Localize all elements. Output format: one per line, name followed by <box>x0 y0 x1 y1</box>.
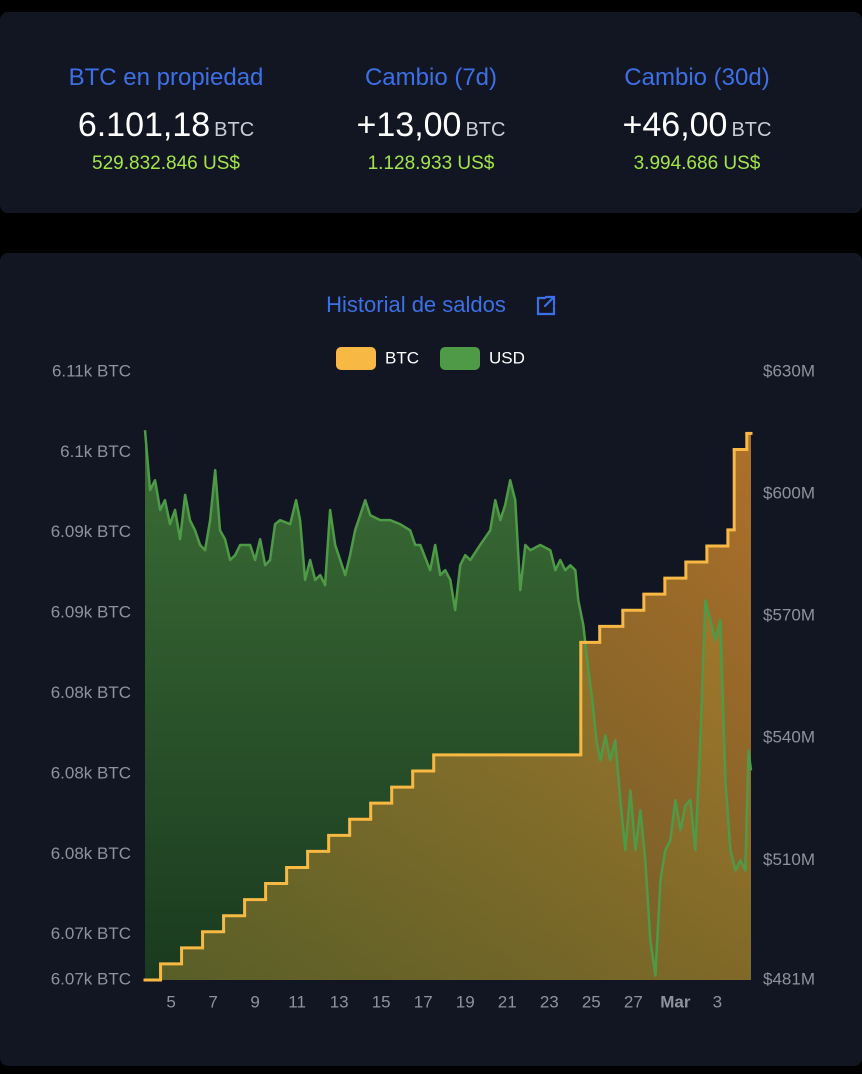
stat-unit: BTC <box>214 119 255 141</box>
legend-label: BTC <box>385 348 419 367</box>
stat-value: 6.101,18 BTC <box>21 106 311 145</box>
summary-card: BTC en propiedad 6.101,18 BTC 529.832.846… <box>0 12 862 213</box>
y2-tick-label: $510M <box>763 850 815 869</box>
stat-usd: 1.128.933 US$ <box>367 153 495 174</box>
x-tick-label: 3 <box>713 992 722 1011</box>
stat-label: Cambio (30d) <box>624 64 770 91</box>
stat-value: +46,00 BTC <box>552 106 842 145</box>
stat-number: 6.101,18 <box>77 106 211 144</box>
y2-tick-label: $570M <box>763 606 815 625</box>
usd-line <box>143 430 753 977</box>
y-tick-label: 6.07k BTC <box>51 924 131 943</box>
stat-usd: 529.832.846 US$ <box>92 153 240 174</box>
x-tick-label: 19 <box>456 992 475 1011</box>
legend-label: USD <box>489 348 525 367</box>
lines <box>143 430 753 982</box>
y2-tick-label: $540M <box>763 728 815 747</box>
y-tick-label: 6.08k BTC <box>51 763 131 782</box>
stat-unit: BTC <box>465 119 506 141</box>
x-tick-label: 27 <box>624 992 643 1011</box>
x-tick-label: 25 <box>582 992 601 1011</box>
y-tick-label: 6.11k BTC <box>52 361 131 380</box>
x-tick-label: 7 <box>208 992 217 1011</box>
x-tick-label: 11 <box>288 992 306 1011</box>
y-tick-label: 6.08k BTC <box>51 844 131 863</box>
x-tick-label: 5 <box>166 992 175 1011</box>
stat: BTC en propiedad 6.101,18 BTC 529.832.846… <box>21 64 311 175</box>
x-tick-label: 13 <box>330 992 349 1011</box>
stat-number: +46,00 <box>622 106 728 144</box>
btc-area <box>145 433 751 980</box>
legend-swatch <box>440 347 480 370</box>
x-tick-label: 21 <box>498 992 517 1011</box>
y2-tick-label: $630M <box>763 361 815 380</box>
areas <box>145 430 751 980</box>
stat-label: Cambio (7d) <box>364 64 498 91</box>
stat: Cambio (30d) +46,00 BTC 3.994.686 US$ <box>552 64 842 175</box>
chart-title[interactable]: Historial de saldos <box>326 292 506 317</box>
legend-swatch <box>336 347 376 370</box>
external-link-icon[interactable] <box>536 295 556 316</box>
stat-usd: 3.994.686 US$ <box>633 153 761 174</box>
stat: Cambio (7d) +13,00 BTC 1.128.933 US$ <box>286 64 576 175</box>
stat-unit: BTC <box>731 119 772 141</box>
stat-value: +13,00 BTC <box>286 106 576 145</box>
x-tick-label: 23 <box>540 992 559 1011</box>
x-tick-label: 9 <box>250 992 259 1011</box>
x-tick-label: Mar <box>660 992 691 1011</box>
y-tick-label: 6.07k BTC <box>51 969 131 988</box>
y-tick-label: 6.09k BTC <box>51 522 131 541</box>
stat-number: +13,00 <box>356 106 462 144</box>
stat-label: BTC en propiedad <box>68 64 264 91</box>
y-tick-label: 6.1k BTC <box>60 442 131 461</box>
y2-tick-label: $600M <box>763 484 815 503</box>
x-tick-label: 17 <box>414 992 433 1011</box>
y-tick-label: 6.09k BTC <box>51 603 131 622</box>
y2-tick-label: $481M <box>763 969 815 988</box>
y-tick-label: 6.08k BTC <box>51 683 131 702</box>
x-tick-label: 15 <box>372 992 391 1011</box>
